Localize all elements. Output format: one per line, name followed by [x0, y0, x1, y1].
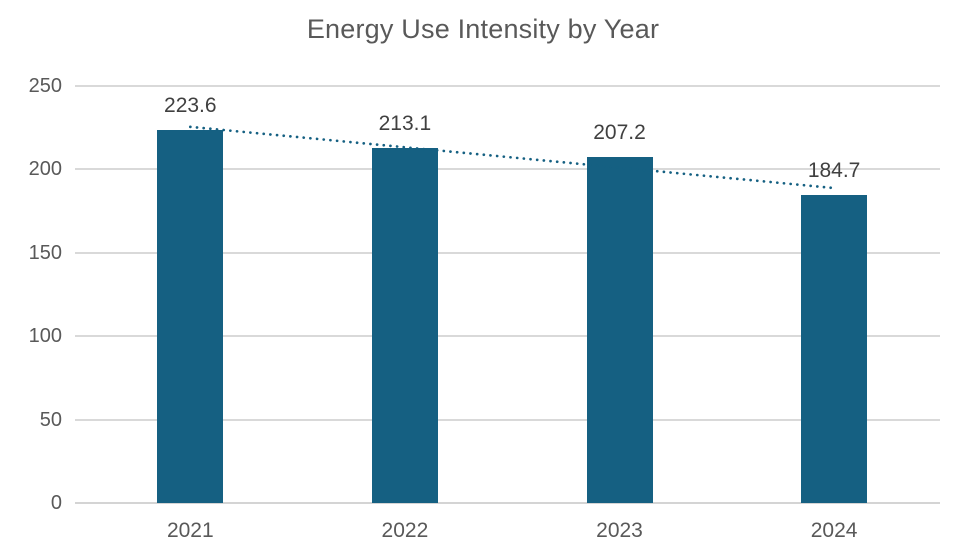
y-axis-tick-label: 150	[28, 241, 62, 264]
x-axis-tick-label: 2024	[810, 519, 858, 542]
y-axis-tick-label: 100	[28, 325, 62, 348]
chart-title: Energy Use Intensity by Year	[306, 14, 660, 44]
gridline	[75, 85, 940, 87]
y-axis-tick-label: 250	[28, 75, 62, 97]
y-axis-tick-label: 200	[28, 158, 62, 181]
gridline	[75, 251, 940, 254]
x-axis-line	[75, 502, 940, 504]
y-axis-tick-label: 50	[39, 408, 62, 431]
bar-2024	[801, 194, 868, 503]
trendline-dotted	[188, 125, 836, 190]
data-label: 207.2	[593, 121, 646, 145]
gridline	[75, 335, 940, 338]
x-axis-tick-label: 2022	[381, 519, 429, 542]
bar-2022	[371, 147, 438, 503]
x-axis-tick-label: 2021	[166, 519, 214, 542]
data-label: 223.6	[164, 94, 217, 118]
x-axis-tick-label: 2023	[596, 519, 643, 542]
y-axis-tick-label: 0	[50, 492, 62, 514]
bar-2021	[157, 130, 224, 503]
bar-2023	[586, 157, 653, 503]
data-label: 184.7	[807, 158, 861, 182]
gridline	[75, 418, 940, 421]
data-label: 213.1	[378, 111, 432, 135]
